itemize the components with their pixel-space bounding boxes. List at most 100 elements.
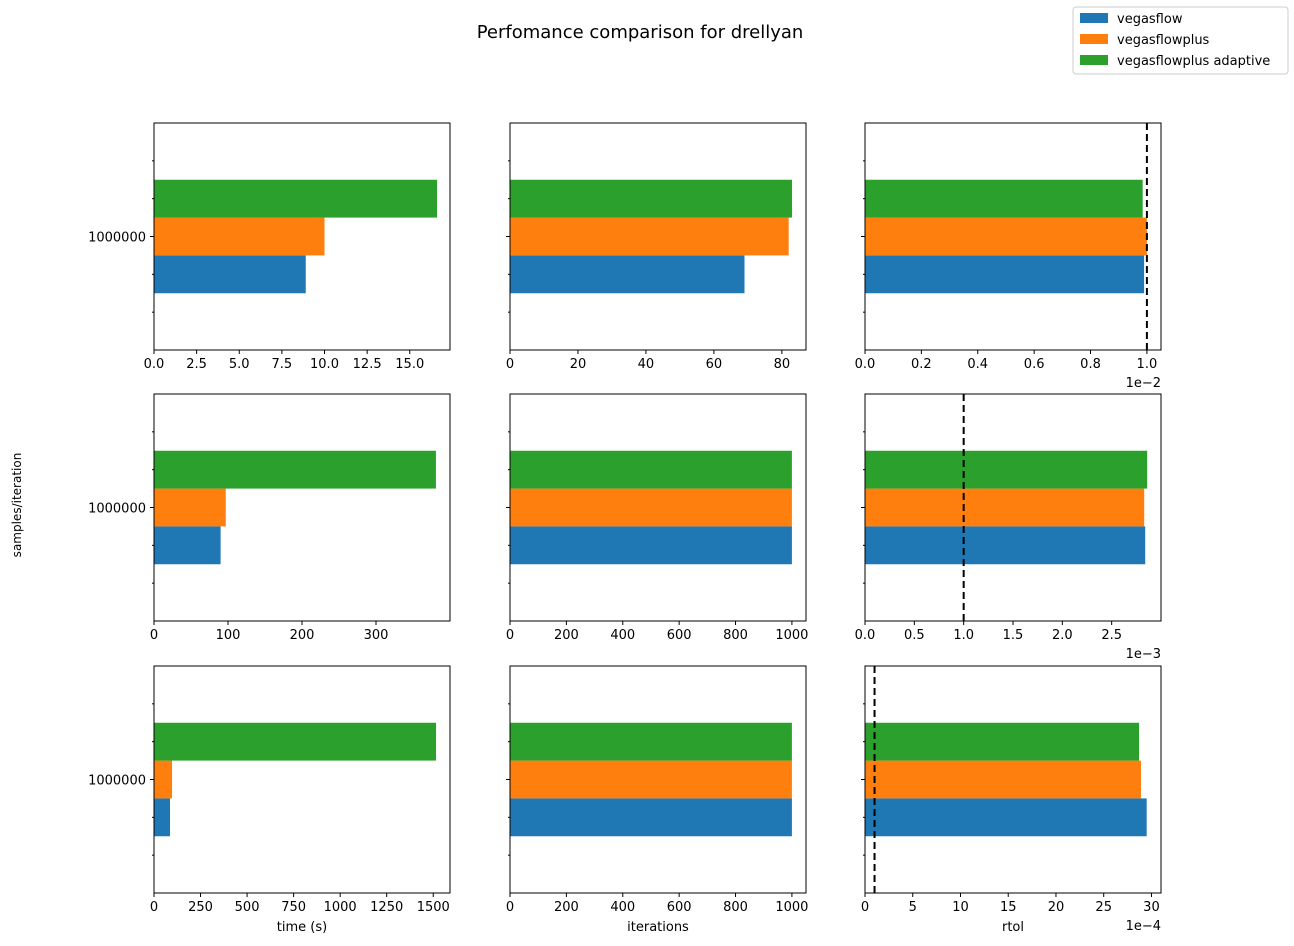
bar-vegasflowplus-adaptive — [865, 450, 1148, 489]
x-tick-label: 200 — [554, 900, 579, 915]
bar-vegasflowplus-adaptive — [865, 179, 1143, 218]
subplot-r0-c2: 0.0 0.2 0.4 0.6 0.8 1.0 1e−2 — [855, 122, 1162, 391]
bar-vegasflow — [154, 798, 171, 837]
y-tick-label: 1000000 — [88, 774, 146, 789]
x-tick-label: 0 — [150, 900, 158, 915]
bar-vegasflow — [510, 798, 792, 837]
x-tick-label: 0 — [861, 900, 869, 915]
bar-vegasflowplus-adaptive — [154, 450, 436, 489]
bar-vegasflowplus-adaptive — [154, 722, 437, 761]
x-tick-label: 300 — [364, 628, 389, 643]
x-tick-label: 10 — [952, 900, 969, 915]
x-tick-label: 1.0 — [1137, 357, 1158, 372]
x-offset-text: 1e−3 — [1126, 647, 1161, 662]
x-tick-label: 600 — [667, 900, 692, 915]
bar-vegasflowplus — [510, 488, 792, 527]
bar-vegasflowplus — [865, 217, 1147, 256]
legend-swatch — [1080, 13, 1108, 23]
subplot-r0-c1: 0 20 40 60 80 — [506, 122, 807, 372]
x-axis-label: time (s) — [277, 920, 327, 935]
x-tick-label: 0.4 — [967, 357, 988, 372]
x-tick-label: 800 — [723, 900, 748, 915]
legend-frame — [1072, 6, 1289, 75]
x-tick-label: 400 — [610, 900, 635, 915]
y-tick-label: 1000000 — [88, 502, 146, 517]
axes-frame — [153, 665, 451, 894]
x-tick-label: 200 — [554, 628, 579, 643]
subplot-r2-c1: 0 200 400 600 800 1000 iterations — [506, 665, 808, 935]
x-tick-label: 1000 — [775, 628, 808, 643]
x-tick-label: 0 — [506, 357, 514, 372]
legend: vegasflow vegasflowplus vegasflowplus adap… — [1072, 6, 1289, 75]
x-tick-label: 750 — [281, 900, 306, 915]
x-tick-label: 400 — [610, 628, 635, 643]
subplot-r0-c0: 0.0 2.5 5.0 7.5 10.0 12.5 15.0 1000000 — [88, 122, 451, 372]
x-tick-label: 800 — [723, 628, 748, 643]
x-tick-label: 1.5 — [1003, 628, 1024, 643]
subplot-r1-c1: 0 200 400 600 800 1000 — [506, 393, 808, 643]
x-tick-label: 60 — [706, 357, 723, 372]
x-tick-label: 2.5 — [1101, 628, 1122, 643]
x-tick-label: 0 — [506, 628, 514, 643]
bar-vegasflow — [865, 255, 1145, 294]
x-tick-label: 2.0 — [1052, 628, 1073, 643]
x-tick-label: 80 — [774, 357, 791, 372]
x-tick-label: 100 — [216, 628, 241, 643]
bar-vegasflowplus-adaptive — [154, 179, 438, 218]
x-tick-label: 1250 — [370, 900, 403, 915]
figure-y-axis-label: samples/iteration — [10, 453, 24, 558]
x-offset-text: 1e−2 — [1126, 376, 1161, 391]
x-tick-label: 0.0 — [855, 628, 876, 643]
bar-vegasflow — [510, 526, 792, 565]
x-axis-label: rtol — [1002, 920, 1024, 935]
x-tick-label: 12.5 — [353, 357, 382, 372]
x-tick-label: 25 — [1095, 900, 1112, 915]
subplot-r1-c0: 0 100 200 300 1000000 — [88, 393, 451, 643]
x-tick-label: 0.2 — [911, 357, 932, 372]
bar-vegasflowplus — [865, 488, 1145, 527]
x-tick-label: 1000 — [324, 900, 357, 915]
x-offset-text: 1e−4 — [1126, 919, 1161, 934]
bar-vegasflowplus — [154, 488, 226, 527]
x-tick-label: 0 — [150, 628, 158, 643]
x-axis-label: iterations — [627, 920, 689, 935]
y-tick-label: 1000000 — [88, 231, 146, 246]
x-tick-label: 10.0 — [310, 357, 339, 372]
x-tick-label: 500 — [235, 900, 260, 915]
x-tick-label: 1500 — [417, 900, 450, 915]
legend-label: vegasflowplus — [1117, 33, 1210, 48]
x-tick-label: 30 — [1143, 900, 1160, 915]
x-tick-label: 0.5 — [904, 628, 925, 643]
x-tick-label: 1.0 — [953, 628, 974, 643]
legend-swatch — [1080, 34, 1108, 44]
x-tick-label: 1000 — [775, 900, 808, 915]
x-tick-label: 15 — [1000, 900, 1017, 915]
figure-title: Perfomance comparison for drellyan — [477, 22, 804, 43]
x-tick-label: 0.6 — [1024, 357, 1045, 372]
x-tick-label: 600 — [667, 628, 692, 643]
bar-vegasflowplus — [865, 760, 1141, 799]
bar-vegasflow — [154, 526, 221, 565]
bar-vegasflowplus — [510, 217, 789, 256]
x-tick-label: 0.0 — [144, 357, 165, 372]
bar-vegasflowplus-adaptive — [510, 450, 792, 489]
x-tick-label: 5 — [909, 900, 917, 915]
x-tick-label: 20 — [1048, 900, 1065, 915]
x-tick-label: 5.0 — [229, 357, 250, 372]
legend-swatch — [1080, 55, 1108, 65]
legend-label: vegasflowplus adaptive — [1117, 54, 1270, 69]
bar-vegasflow — [865, 798, 1147, 837]
bar-vegasflow — [154, 255, 306, 294]
subplot-r2-c2: 0 5 10 15 20 25 30 1e−4 rtol — [861, 665, 1162, 935]
x-tick-label: 0.8 — [1080, 357, 1101, 372]
legend-label: vegasflow — [1117, 12, 1183, 27]
subplot-r1-c2: 0.0 0.5 1.0 1.5 2.0 2.5 1e−3 — [855, 393, 1162, 662]
x-tick-label: 40 — [638, 357, 655, 372]
x-tick-label: 20 — [570, 357, 587, 372]
bar-vegasflowplus — [154, 760, 173, 799]
bar-vegasflow — [510, 255, 745, 294]
x-tick-label: 0 — [506, 900, 514, 915]
bar-vegasflowplus-adaptive — [510, 179, 793, 218]
x-tick-label: 250 — [188, 900, 213, 915]
